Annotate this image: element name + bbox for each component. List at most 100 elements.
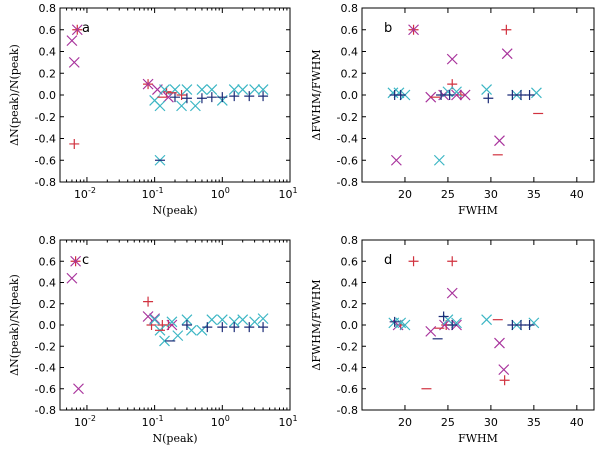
panel-b-xtick-label: 40 — [570, 188, 584, 201]
panel-a-point — [176, 90, 187, 100]
panel-b-ylabel: ΔFWHM/FWHM — [310, 49, 323, 140]
panel-b-ytick-label: -0.2 — [337, 111, 358, 124]
panel-a-xtick-label: 100 — [211, 186, 230, 201]
panel-b-point — [455, 90, 466, 100]
panel-d-point — [481, 314, 493, 326]
panel-d-letter: d — [384, 253, 392, 268]
panel-b-ytick-label: 0.8 — [341, 2, 359, 15]
panel-a-point — [237, 84, 249, 95]
panel-d-point — [446, 287, 458, 299]
panel-b-point — [524, 90, 535, 100]
panel-d-ylabel: ΔFWHM/FWHM — [310, 279, 323, 370]
panel-b-ytick-label: -0.8 — [337, 176, 358, 189]
panel-c-point — [166, 319, 178, 331]
panel-d-point — [499, 375, 510, 386]
panel-c-point — [249, 316, 261, 328]
panel-d-ytick-label: -0.8 — [337, 404, 358, 417]
panel-a-point — [181, 93, 192, 104]
panel-a-point — [142, 78, 154, 90]
panel-c-ytick-label: -0.8 — [35, 404, 56, 417]
panel-d-xtick-label: 40 — [570, 416, 584, 429]
panel-c-point — [229, 322, 240, 333]
panel-c-point — [66, 272, 78, 284]
panel-a-point — [189, 100, 201, 112]
panel-c-point — [166, 316, 178, 328]
panel-c-point — [159, 335, 170, 347]
panel-a-ytick-label: 0.4 — [39, 46, 57, 59]
panel-a-ytick-label: -0.4 — [35, 133, 56, 146]
panel-c-point — [143, 296, 154, 307]
panel-a-point — [163, 91, 174, 103]
panel-b-point — [507, 90, 518, 100]
panel-c-ytick-label: 0.0 — [39, 319, 57, 332]
panel-d-point — [524, 320, 535, 330]
panel-c-point — [237, 314, 249, 326]
panel-b-point — [436, 90, 447, 100]
panel-a-point — [244, 91, 255, 102]
panel-a-xtick-label: 101 — [278, 186, 297, 201]
panel-a-letter: a — [82, 21, 90, 36]
panel-d-xtick-label: 20 — [398, 416, 412, 429]
panel-d-ytick-label: 0.4 — [341, 277, 359, 290]
panel-a-xtick-label: 10-2 — [74, 186, 96, 201]
panel-c-point — [257, 313, 269, 325]
panel-b-point — [481, 84, 493, 95]
panel-b-point — [531, 87, 542, 99]
panel-c-point — [258, 322, 269, 333]
panel-c-point — [216, 314, 228, 326]
panel-a-point — [196, 84, 208, 95]
panel-b-point — [459, 89, 471, 101]
panel-d-point — [447, 320, 458, 330]
panel-c-point — [217, 322, 228, 333]
panel-d-point — [389, 316, 400, 327]
panel-c-point — [181, 320, 192, 330]
panel-c-xtick-label: 10-1 — [142, 414, 164, 429]
panel-a-point — [258, 91, 269, 102]
panel-d-ytick-label: -0.4 — [337, 362, 358, 375]
panel-c-point — [244, 322, 255, 333]
panel-a-point — [170, 92, 180, 103]
panel-c-point — [149, 313, 161, 325]
panel-c-ylabel: ΔN(peak)/N(peak) — [8, 274, 21, 376]
panel-c-ytick-label: -0.2 — [35, 340, 56, 353]
panel-b-point — [515, 90, 526, 100]
panel-d-point — [447, 256, 458, 267]
panel-a-point — [68, 56, 80, 68]
panel-a-point — [71, 24, 83, 36]
panel-a-point — [206, 84, 218, 95]
panel-d-ytick-label: -0.6 — [337, 383, 358, 396]
panel-a-ytick-label: 0.8 — [39, 2, 57, 15]
panel-a-point — [257, 84, 269, 95]
panel-c-ytick-label: 0.4 — [39, 277, 57, 290]
panel-c-point — [228, 316, 240, 328]
panel-a-ytick-label: 0.6 — [39, 24, 57, 37]
panel-c-point — [172, 330, 184, 342]
panel-d-xlabel: FWHM — [458, 432, 498, 445]
panel-b-point — [494, 135, 505, 147]
panel-a-ylabel: ΔN(peak)/N(peak) — [8, 44, 21, 146]
panel-a-point — [196, 93, 207, 104]
panel-d-point — [451, 317, 462, 329]
panel-b-point — [483, 93, 494, 104]
panel-a-xtick-label: 10-1 — [142, 186, 164, 201]
panel-a-ytick-label: 0.0 — [39, 89, 57, 102]
panel-c-ytick-label: 0.2 — [39, 298, 57, 311]
panel-d-point — [425, 325, 437, 337]
panel-d-ytick-label: 0.6 — [341, 255, 359, 268]
panel-b-ytick-label: 0.0 — [341, 89, 359, 102]
panel-c-point — [181, 314, 193, 326]
panel-a-point — [154, 100, 166, 112]
panel-b-point — [451, 89, 462, 101]
panel-c-ytick-label: -0.6 — [35, 383, 56, 396]
panel-b-point — [387, 87, 399, 99]
panel-b-point — [395, 90, 406, 100]
panel-a-point — [176, 100, 187, 112]
panel-a-point — [217, 92, 228, 103]
panel-c-point — [73, 383, 84, 395]
panel-a-point — [69, 138, 80, 149]
panel-a-xlabel: N(peak) — [153, 204, 198, 217]
panel-c-point — [149, 314, 161, 326]
panel-a-ytick-label: -0.8 — [35, 176, 56, 189]
panel-b-point — [501, 48, 513, 60]
